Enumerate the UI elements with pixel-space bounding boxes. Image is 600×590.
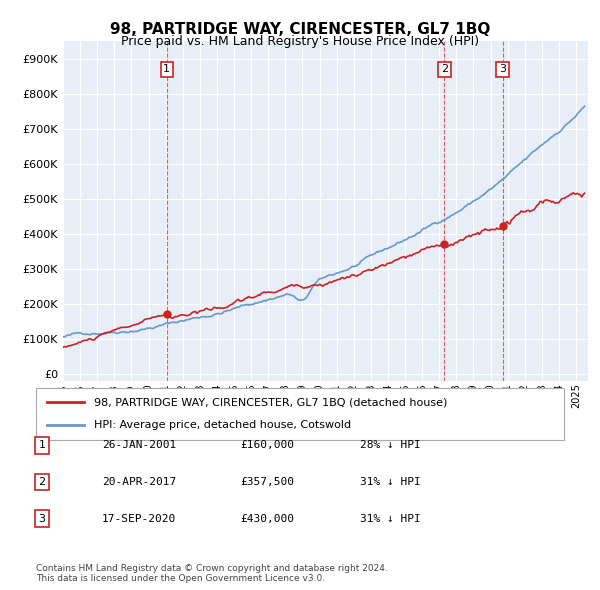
Text: 3: 3 xyxy=(38,514,46,523)
Text: Contains HM Land Registry data © Crown copyright and database right 2024.
This d: Contains HM Land Registry data © Crown c… xyxy=(36,563,388,583)
Text: 1: 1 xyxy=(163,64,170,74)
Text: 98, PARTRIDGE WAY, CIRENCESTER, GL7 1BQ (detached house): 98, PARTRIDGE WAY, CIRENCESTER, GL7 1BQ … xyxy=(94,397,448,407)
Text: £357,500: £357,500 xyxy=(240,477,294,487)
Text: 98, PARTRIDGE WAY, CIRENCESTER, GL7 1BQ: 98, PARTRIDGE WAY, CIRENCESTER, GL7 1BQ xyxy=(110,22,490,37)
Text: 2: 2 xyxy=(441,64,448,74)
Text: 26-JAN-2001: 26-JAN-2001 xyxy=(102,441,176,450)
Text: Price paid vs. HM Land Registry's House Price Index (HPI): Price paid vs. HM Land Registry's House … xyxy=(121,35,479,48)
Text: 17-SEP-2020: 17-SEP-2020 xyxy=(102,514,176,523)
FancyBboxPatch shape xyxy=(36,388,564,440)
Text: 20-APR-2017: 20-APR-2017 xyxy=(102,477,176,487)
Text: 28% ↓ HPI: 28% ↓ HPI xyxy=(360,441,421,450)
Text: £160,000: £160,000 xyxy=(240,441,294,450)
Text: 2: 2 xyxy=(38,477,46,487)
Text: 1: 1 xyxy=(38,441,46,450)
Text: 3: 3 xyxy=(499,64,506,74)
Text: 31% ↓ HPI: 31% ↓ HPI xyxy=(360,477,421,487)
Text: 31% ↓ HPI: 31% ↓ HPI xyxy=(360,514,421,523)
Text: HPI: Average price, detached house, Cotswold: HPI: Average price, detached house, Cots… xyxy=(94,420,351,430)
Text: £430,000: £430,000 xyxy=(240,514,294,523)
